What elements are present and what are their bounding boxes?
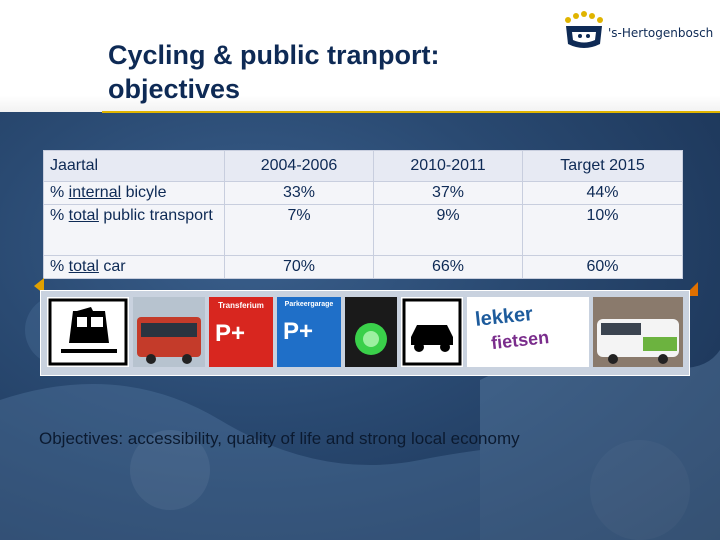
logo-text: 's-Hertogenbosch bbox=[608, 26, 714, 40]
title-line-1: Cycling & public tranport: bbox=[108, 40, 440, 70]
cell: 7% bbox=[224, 204, 374, 256]
traffic-light-icon bbox=[345, 297, 397, 367]
city-logo-icon bbox=[565, 11, 603, 48]
slide-caption: Objectives: accessibility, quality of li… bbox=[39, 429, 520, 448]
cell: 37% bbox=[373, 181, 523, 205]
cell: 10% bbox=[522, 204, 683, 256]
transferium-sign: Transferium P+ bbox=[209, 297, 273, 367]
cell: 60% bbox=[522, 255, 683, 279]
cell: 66% bbox=[373, 255, 523, 279]
column-header: 2004-2006 bbox=[224, 150, 374, 182]
cell: 9% bbox=[373, 204, 523, 256]
electric-bus-photo-icon bbox=[593, 297, 683, 367]
car-sign-icon bbox=[401, 297, 463, 367]
table-header-row: Jaartal 2004-2006 2010-2011 Target 2015 bbox=[43, 150, 683, 182]
bus-photo-icon bbox=[133, 297, 205, 367]
objectives-table: Jaartal 2004-2006 2010-2011 Target 2015 … bbox=[43, 150, 683, 279]
table-row: % internal bicyle 33% 37% 44% bbox=[43, 181, 683, 205]
slide-title: Cycling & public tranport: objectives bbox=[108, 38, 528, 106]
row-label: % internal bicyle bbox=[43, 181, 225, 205]
table-row: % total public transport 7% 9% 10% bbox=[43, 204, 683, 256]
column-header: Jaartal bbox=[43, 150, 225, 182]
parkeergarage-sign: Parkeergarage P+ bbox=[277, 297, 341, 367]
photo-strip: Transferium P+ Parkeergarage P+ lekker f… bbox=[40, 290, 690, 376]
row-label: % total public transport bbox=[43, 204, 225, 256]
title-underline bbox=[102, 111, 720, 113]
title-line-2: objectives bbox=[108, 74, 241, 104]
column-header: 2010-2011 bbox=[373, 150, 523, 182]
train-sign-icon bbox=[47, 297, 129, 367]
column-header: Target 2015 bbox=[522, 150, 683, 182]
cell: 33% bbox=[224, 181, 374, 205]
cell: 70% bbox=[224, 255, 374, 279]
cell: 44% bbox=[522, 181, 683, 205]
row-label: % total car bbox=[43, 255, 225, 279]
table-row: % total car 70% 66% 60% bbox=[43, 255, 683, 279]
lekker-fietsen-logo: lekker fietsen bbox=[467, 297, 589, 367]
